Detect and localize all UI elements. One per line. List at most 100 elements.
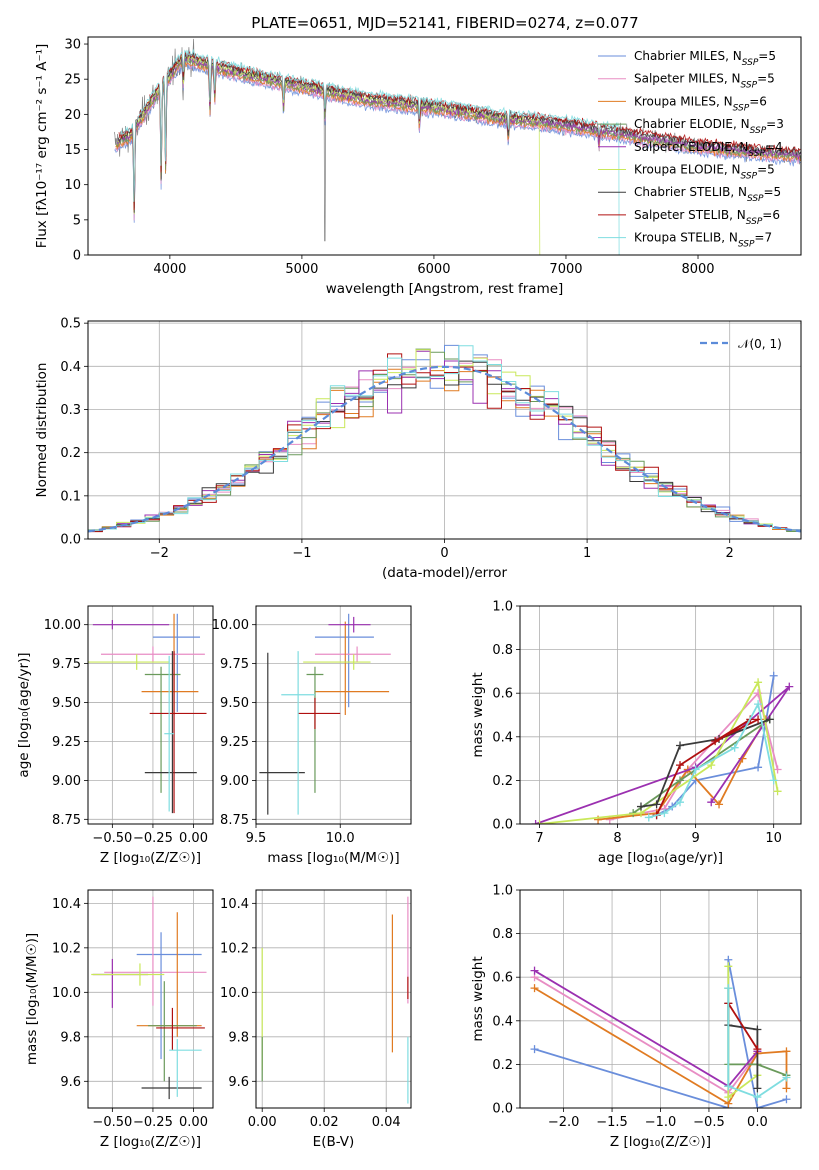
errorbar-point-7 [149,651,207,814]
weight-marker [785,682,794,691]
weight-line-0 [656,675,775,817]
errorbar-point-4 [328,616,371,633]
panel-mass_vs_Z: −0.50 −0.25 0.00 9.6 9.8 10.0 10.2 10.4 Z [log₁₀… [24,889,214,1150]
x-tick-label: 0.04 [372,1115,401,1130]
x-axis-label: Z [log₁₀(Z/Z☉)] [610,1134,711,1150]
x-tick-label: −0.50 [92,831,132,846]
y-tick-label: 9.8 [60,1030,81,1045]
x-tick-label: 9 [691,831,699,846]
normal-reference-curve [88,365,801,533]
y-tick-label: 9.00 [52,774,81,789]
y-tick-label: 1.0 [492,600,513,615]
weight-marker [676,798,685,807]
legend-subscript: SSP [741,172,758,182]
x-tick-label: 0.00 [179,831,208,846]
errorbar-point-0 [314,613,374,708]
y-axis-label: Flux [fλ10⁻¹⁷ erg cm⁻² s⁻¹ A⁻¹] [34,44,50,249]
y-tick-label: 0.6 [492,687,513,702]
y-tick-label: 0.4 [60,360,81,375]
weight-marker [782,1084,791,1093]
errorbar-point-8 [281,651,315,815]
y-tick-label: 10.00 [44,618,81,633]
errorbar-point-2 [141,613,199,715]
plot-area-massweight_vs_Z [530,955,791,1108]
legend-count: =4 [765,140,783,154]
errorbar-point-1 [104,896,207,1006]
y-tick-label: 0.2 [492,774,513,789]
figure-title: PLATE=0651, MJD=52141, FIBERID=0274, z=0… [251,14,638,32]
y-tick-label: 8.75 [220,813,249,828]
y-tick-label: 9.75 [220,657,249,672]
errorbar-point-7 [298,697,341,730]
plot-area-mass_vs_EBV [261,896,409,1104]
x-tick-label: 4000 [153,262,186,277]
weight-line-5 [539,679,779,824]
y-tick-label: 0.8 [492,643,513,658]
legend-count: =7 [754,231,772,245]
weight-marker [773,765,782,774]
x-tick-label: 0.0 [747,1115,768,1130]
spectrum-model-1 [114,62,801,221]
y-tick-label: 9.8 [228,1030,249,1045]
y-tick-label: 0.2 [60,446,81,461]
axes-frame [255,605,412,825]
weight-marker [724,984,733,993]
legend-count: =5 [757,163,775,177]
axes-frame [87,889,214,1109]
legend-subscript: SSP [746,217,763,227]
x-tick-label: 9.5 [246,831,267,846]
x-tick-label: −0.50 [92,1115,132,1130]
x-tick-label: −1 [292,546,311,561]
weight-marker [730,743,739,752]
y-tick-label: 10.0 [220,986,249,1001]
plot-area-age_vs_mass [259,613,391,815]
panels: 4000 5000 6000 7000 8000051015202530waveleng… [16,36,802,1150]
weight-marker [769,776,778,785]
errorbar-point-0 [136,932,202,1060]
x-tick-label: −1.0 [645,1115,677,1130]
weight-marker [724,1093,733,1102]
y-tick-label: 0.5 [60,317,81,332]
spectrum-model-8 [119,48,620,255]
x-tick-label: 7000 [549,262,582,277]
x-axis-label: mass [log₁₀(M/M☉)] [267,850,399,866]
y-axis-label: mass weight [470,956,486,1041]
y-tick-label: 9.75 [52,657,81,672]
y-tick-label: 9.50 [220,696,249,711]
y-tick-label: 10.4 [52,897,81,912]
weight-marker [531,820,540,824]
y-tick-label: 0.6 [492,971,513,986]
errorbar-point-6 [144,651,197,814]
x-tick-label: 0.00 [179,1115,208,1130]
x-tick-label: −2 [150,546,169,561]
legend-count: =5 [758,49,776,63]
y-tick-label: 9.6 [228,1075,249,1090]
panel-age_vs_Z: −0.50 −0.25 0.00 8.75 9.00 9.25 9.50 9.75 10.00 Z… [16,605,214,866]
x-tick-label: 2 [726,546,734,561]
legend-count: =6 [749,94,767,108]
legend-label-0: Chabrier MILES, NSSP=5 [634,49,776,68]
y-tick-label: 5 [73,213,81,228]
y-tick-label: 0 [73,249,81,264]
x-tick-label: 0.02 [310,1115,339,1130]
y-tick-label: 10.0 [52,986,81,1001]
y-tick-label: 9.25 [52,735,81,750]
weight-marker [711,737,720,746]
weight-marker [644,813,653,822]
x-tick-label: 10 [765,831,782,846]
legend-label-1: Salpeter MILES, NSSP=5 [634,72,775,91]
weight-marker [676,776,685,785]
weight-marker [715,800,724,809]
x-tick-label: 1 [583,546,591,561]
y-tick-label: 10.00 [212,618,249,633]
weight-marker [754,700,763,709]
weight-marker [676,761,685,770]
legend-subscript: SSP [750,126,767,136]
y-tick-label: 10.2 [220,941,249,956]
y-axis-label: Normed distribution [34,363,50,498]
weight-line-1 [534,976,759,1094]
weight-marker [535,820,544,824]
errorbar-point-3 [144,666,181,793]
x-tick-label: −1.5 [596,1115,628,1130]
